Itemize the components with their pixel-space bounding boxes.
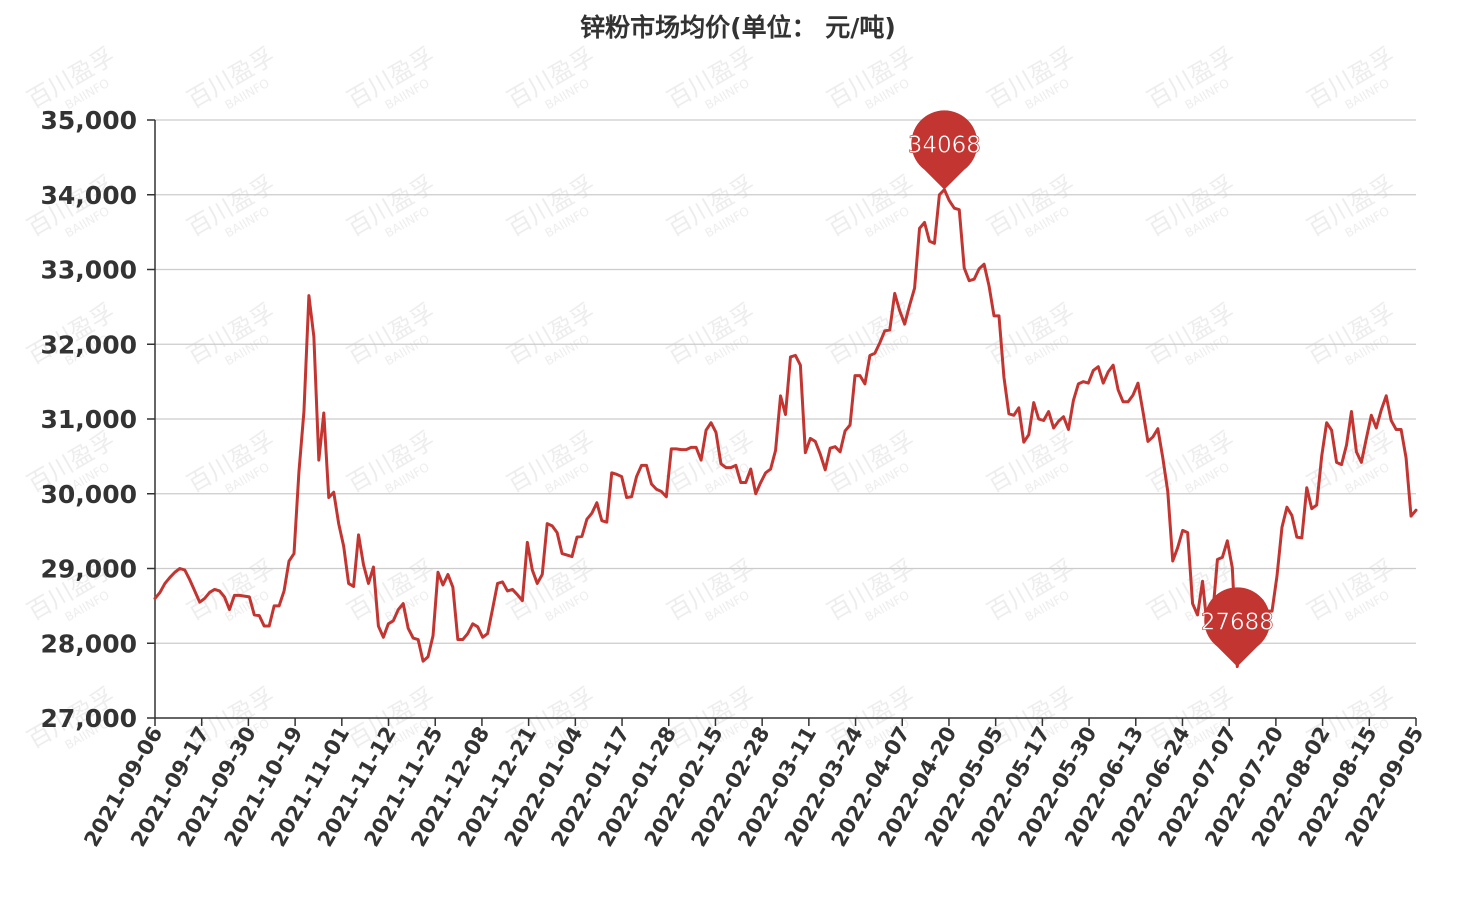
axes [147, 119, 1417, 726]
x-tick-labels: 2021-09-062021-09-172021-09-302021-10-19… [79, 723, 1428, 851]
min-marker-label: 27688 [1201, 610, 1274, 636]
y-tick-label: 32,000 [41, 330, 137, 359]
y-tick-label: 31,000 [41, 405, 137, 434]
min-marker: 27688 [1200, 587, 1274, 667]
chart-title: 锌粉市场均价(单位： 元/吨) [580, 13, 896, 42]
y-tick-label: 29,000 [41, 555, 137, 584]
y-tick-label: 34,000 [41, 181, 137, 210]
y-tick-label: 33,000 [41, 256, 137, 285]
extreme-markers: 34068 27688 [907, 110, 1274, 667]
y-tick-labels: 27,000 28,000 29,000 30,000 31,000 32,000 33,0… [41, 106, 137, 733]
max-marker-label: 34068 [908, 133, 981, 159]
y-tick-label: 35,000 [41, 106, 137, 135]
y-tick-label: 30,000 [41, 480, 137, 509]
min-marker-pin [1204, 587, 1271, 667]
y-tick-label: 27,000 [41, 704, 137, 733]
max-marker-pin [911, 110, 978, 190]
y-tick-label: 28,000 [41, 629, 137, 658]
max-marker: 34068 [907, 110, 981, 190]
grid-lines [155, 119, 1416, 644]
